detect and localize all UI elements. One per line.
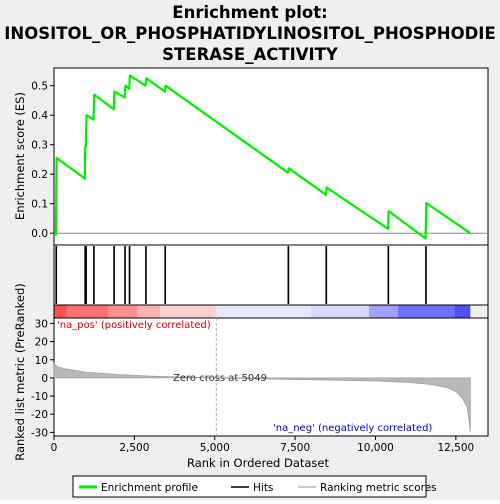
heat-band-segment bbox=[216, 305, 312, 318]
neg-correlated-label: 'na_neg' (negatively correlated) bbox=[273, 423, 432, 434]
metric-y-axis: -30 -20 -10 0 10 20 30 bbox=[31, 318, 54, 439]
metric-ytick-label: 10 bbox=[35, 355, 48, 367]
heat-band-segment bbox=[369, 305, 398, 318]
enrichment-profile-line bbox=[53, 74, 471, 240]
legend-hits-label: Hits bbox=[253, 482, 273, 494]
xtick-label: 10,000 bbox=[357, 442, 394, 454]
heat-band-segment bbox=[397, 305, 455, 318]
heat-band-segment bbox=[54, 305, 67, 318]
zero-cross-label: Zero cross at 5049 bbox=[173, 373, 267, 384]
xtick-label: 5,000 bbox=[200, 442, 230, 454]
es-y-axis-title: Enrichment score (ES) bbox=[13, 92, 27, 220]
title-line-2: INOSITOL_OR_PHOSPHATIDYLINOSITOL_PHOSPHO… bbox=[4, 24, 495, 43]
legend-box bbox=[72, 475, 427, 498]
title-line-1: Enrichment plot: bbox=[172, 3, 327, 22]
heat-band-segment bbox=[311, 305, 370, 318]
rank-heat-band bbox=[53, 304, 489, 319]
ranking-metric-area bbox=[53, 318, 471, 436]
heat-band-segment bbox=[160, 305, 217, 318]
heat-band-segment bbox=[66, 305, 109, 318]
es-ytick-label: 0.5 bbox=[31, 81, 48, 93]
xtick-label: 7,500 bbox=[280, 442, 310, 454]
ranking-metric-fill bbox=[53, 362, 471, 433]
pos-correlated-label: 'na_pos' (positively correlated) bbox=[57, 320, 211, 331]
x-axis-title: Rank in Ordered Dataset bbox=[187, 456, 330, 470]
es-ytick-label: 0.0 bbox=[31, 228, 48, 240]
metric-ytick-label: 0 bbox=[41, 373, 48, 385]
metric-ytick-label: 20 bbox=[35, 337, 48, 349]
heat-band-segment bbox=[108, 305, 138, 318]
enrichment-profile-polyline bbox=[53, 74, 471, 240]
es-ytick-label: 0.1 bbox=[31, 199, 48, 211]
heat-band-segment bbox=[454, 305, 471, 318]
xtick-label: 0 bbox=[51, 442, 58, 454]
xtick-label: 2,500 bbox=[119, 442, 149, 454]
hits-panel bbox=[53, 244, 489, 306]
hit-markers bbox=[55, 246, 427, 304]
es-ytick-label: 0.3 bbox=[31, 140, 48, 152]
es-ytick-label: 0.2 bbox=[31, 169, 48, 181]
legend: Enrichment profile Hits Ranking metric s… bbox=[72, 475, 437, 498]
es-panel bbox=[53, 67, 489, 246]
metric-ytick-label: -10 bbox=[31, 391, 48, 403]
title-line-3: STERASE_ACTIVITY bbox=[162, 45, 339, 64]
metric-ytick-label: -30 bbox=[31, 427, 48, 439]
metric-ytick-label: -20 bbox=[31, 409, 48, 421]
heat-band-segment bbox=[137, 305, 161, 318]
es-ytick-label: 0.4 bbox=[31, 110, 48, 122]
metric-y-axis-title: Ranked list metric (PreRanked) bbox=[13, 283, 27, 461]
metric-ytick-label: 30 bbox=[35, 318, 48, 330]
x-axis: 0 2,500 5,000 7,500 10,000 12,500 bbox=[51, 436, 474, 454]
xtick-label: 12,500 bbox=[437, 442, 474, 454]
legend-metric-label: Ranking metric scores bbox=[320, 482, 437, 494]
legend-enrichment-label: Enrichment profile bbox=[101, 482, 198, 494]
es-y-axis: 0.0 0.1 0.2 0.3 0.4 0.5 bbox=[31, 81, 54, 240]
